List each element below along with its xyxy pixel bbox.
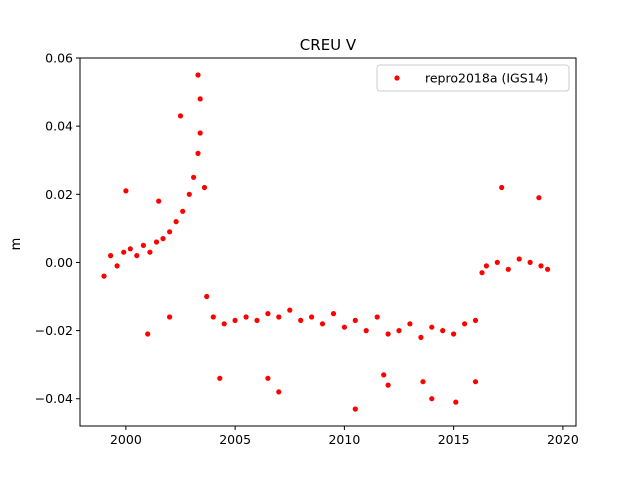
data-point [232, 317, 238, 323]
data-point [173, 219, 179, 225]
data-point [298, 317, 304, 323]
data-point [195, 150, 201, 156]
data-point [396, 328, 402, 334]
data-point [538, 263, 544, 269]
data-point [385, 331, 391, 337]
data-point [374, 314, 380, 320]
data-point [276, 314, 282, 320]
data-point [265, 375, 271, 381]
data-point [287, 307, 293, 313]
data-point [140, 242, 146, 248]
data-point [429, 324, 435, 330]
data-point [352, 406, 358, 412]
data-point [472, 317, 479, 323]
x-tick-label: 2020 [547, 432, 579, 447]
data-point [505, 266, 511, 272]
data-point [499, 184, 505, 191]
data-point [440, 328, 446, 334]
data-point [330, 311, 337, 317]
data-point [197, 96, 203, 102]
data-point [156, 198, 162, 204]
plot-frame [79, 57, 577, 427]
data-point [108, 253, 114, 259]
y-tick-label: 0.00 [45, 255, 73, 270]
data-point [381, 372, 387, 378]
data-point [243, 314, 249, 320]
data-point [134, 253, 140, 259]
y-axis-label: m [9, 238, 24, 251]
data-point [429, 396, 435, 402]
data-point [147, 249, 153, 255]
data-point [479, 270, 485, 276]
data-point [536, 195, 542, 201]
data-point [265, 311, 271, 317]
data-point [217, 375, 223, 381]
x-tick-label: 2005 [219, 432, 251, 447]
data-point [204, 293, 210, 300]
data-point [121, 249, 127, 255]
x-axis: 2000 2005 2010 2015 2020 [110, 426, 579, 447]
data-point [545, 266, 551, 272]
data-point [195, 72, 201, 78]
x-tick-label: 2015 [438, 432, 470, 447]
data-point [309, 314, 315, 320]
data-point [177, 113, 184, 119]
data-point [420, 379, 426, 385]
data-point [201, 184, 208, 191]
data-point [254, 317, 260, 323]
data-point [180, 208, 186, 214]
data-point [145, 331, 151, 337]
data-points [101, 72, 551, 412]
data-point [407, 321, 413, 327]
data-point [472, 379, 479, 385]
y-tick-label: 0.06 [45, 51, 73, 66]
data-point [210, 314, 216, 320]
data-point [167, 229, 173, 235]
y-axis: −0.04 −0.02 0.00 0.02 0.04 0.06 [35, 51, 80, 406]
y-tick-label: 0.02 [45, 187, 73, 202]
data-point [123, 188, 129, 194]
chart-title: CREU V [300, 36, 357, 54]
data-point [516, 256, 522, 262]
data-point [527, 259, 533, 265]
data-point [276, 389, 282, 395]
data-point [167, 314, 173, 320]
data-point [191, 174, 197, 180]
x-tick-label: 2010 [328, 432, 360, 447]
data-point [453, 399, 459, 405]
data-point [352, 317, 358, 323]
y-tick-label: 0.04 [45, 119, 73, 134]
data-point [483, 263, 489, 269]
data-point [114, 263, 120, 269]
data-point [385, 382, 391, 388]
y-tick-label: −0.02 [35, 323, 73, 338]
legend: repro2018a (IGS14) [376, 64, 570, 92]
data-point [160, 236, 166, 242]
data-point [451, 331, 457, 337]
data-point [418, 334, 424, 340]
data-point [494, 259, 500, 265]
data-point [127, 246, 133, 252]
legend-box [376, 64, 570, 92]
data-point [101, 273, 107, 279]
x-tick-label: 2000 [110, 432, 142, 447]
data-point [221, 321, 227, 327]
data-point [319, 321, 326, 327]
data-point [197, 130, 203, 136]
data-point [186, 191, 192, 197]
data-point [341, 324, 347, 330]
data-point [462, 321, 468, 327]
legend-marker [394, 75, 400, 81]
y-tick-label: −0.04 [35, 391, 73, 406]
data-point [153, 239, 160, 245]
data-point [363, 328, 369, 334]
legend-label: repro2018a (IGS14) [425, 71, 548, 86]
